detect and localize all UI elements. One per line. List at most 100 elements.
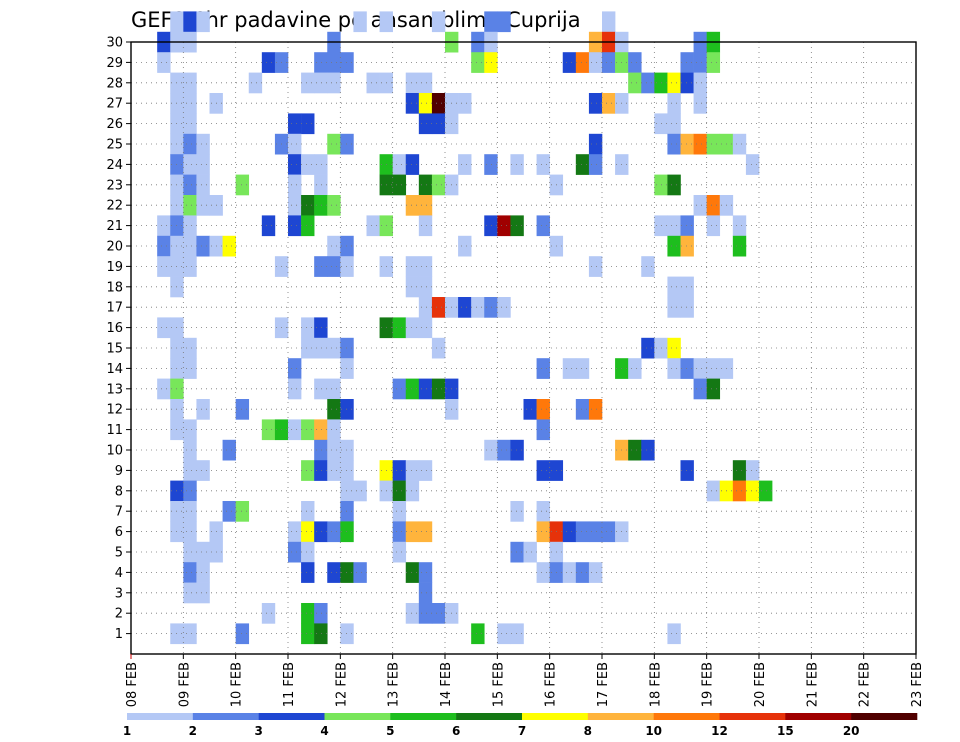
heat-cell	[340, 623, 354, 645]
heat-cell	[680, 276, 694, 298]
legend-label: 2	[189, 724, 197, 738]
y-tick-label: 5	[115, 546, 123, 561]
y-tick-label: 16	[106, 321, 123, 336]
heat-cell	[314, 460, 328, 481]
heat-cell	[602, 52, 616, 73]
heat-cell	[183, 256, 197, 277]
heat-cell	[706, 378, 721, 400]
legend-swatch	[192, 713, 259, 720]
heat-cell	[732, 215, 747, 237]
heat-cell	[575, 154, 590, 175]
heat-cell	[732, 460, 747, 481]
heat-cell	[732, 235, 747, 257]
heat-cell	[392, 378, 407, 400]
heat-cell	[261, 52, 276, 73]
heat-cell	[405, 480, 420, 502]
heat-cell	[183, 460, 197, 481]
heat-cell	[301, 215, 315, 237]
heat-cell	[706, 480, 721, 502]
y-tick-label: 28	[106, 76, 123, 91]
heat-cell	[314, 154, 328, 175]
heat-cell	[379, 11, 393, 33]
legend-swatch	[390, 713, 457, 720]
heat-cell	[235, 399, 250, 420]
heat-cell	[327, 399, 341, 420]
heat-cell	[484, 439, 498, 461]
y-tick-label: 4	[115, 566, 123, 581]
heat-cell	[588, 154, 603, 175]
heat-cell	[706, 358, 721, 379]
heat-cell	[340, 460, 354, 481]
heat-cell	[667, 623, 681, 645]
heat-cell	[340, 439, 354, 461]
heat-cell	[667, 215, 681, 237]
heat-cell	[628, 439, 642, 461]
heat-cell	[196, 133, 210, 155]
legend: 1 2 3 4 5 6 7 8 10 12 15 20	[123, 713, 918, 738]
heat-cell	[327, 72, 341, 94]
heat-cell	[405, 562, 420, 583]
heat-cell	[562, 521, 577, 543]
heat-cell	[575, 52, 590, 73]
heat-cell	[196, 562, 210, 583]
heat-cell	[497, 215, 511, 237]
heat-cell	[510, 215, 524, 237]
x-tick-label: 16 FEB	[544, 662, 559, 707]
heat-cell	[301, 337, 315, 359]
heat-cell	[327, 52, 341, 73]
heat-cell	[301, 419, 315, 441]
heat-cell	[693, 195, 707, 216]
legend-label: 3	[254, 724, 262, 738]
heat-cell	[222, 235, 236, 257]
heat-cell	[327, 235, 341, 257]
heat-cell	[588, 133, 603, 155]
legend-label: 5	[386, 724, 394, 738]
x-tick-label: 13 FEB	[387, 662, 402, 707]
heat-cell	[536, 562, 550, 583]
legend-label: 15	[777, 724, 794, 738]
y-tick-label: 7	[115, 505, 123, 520]
heat-cell	[471, 623, 485, 645]
heat-cell	[484, 11, 498, 33]
heat-cell	[183, 154, 197, 175]
x-axis: 08 FEB 09 FEB 10 FEB 11 FEB 12 FEB 13 FEB 14 F…	[125, 654, 925, 707]
heat-cell	[418, 195, 433, 216]
x-tick-label: 14 FEB	[439, 662, 454, 707]
heat-cell	[353, 480, 367, 502]
heat-cell	[471, 297, 485, 318]
heat-cell	[458, 297, 472, 318]
heat-cell	[759, 480, 773, 502]
heat-cell	[301, 521, 315, 543]
heat-cell	[183, 93, 197, 114]
heat-cell	[327, 419, 341, 441]
heat-cell	[196, 11, 210, 33]
heat-cell	[366, 72, 380, 94]
heat-cell	[418, 276, 433, 298]
heat-cell	[183, 11, 197, 33]
heat-cell	[680, 133, 694, 155]
heat-cell	[628, 72, 642, 94]
heat-cell	[183, 582, 197, 604]
heat-cell	[314, 603, 328, 624]
x-tick-label: 19 FEB	[701, 662, 716, 707]
y-tick-label: 8	[115, 484, 123, 499]
heat-cell	[497, 11, 511, 33]
heat-cell	[183, 195, 197, 216]
heat-cell	[484, 297, 498, 318]
x-tick-label: 08 FEB	[125, 662, 140, 707]
heat-cell	[418, 113, 433, 135]
x-tick-label: 11 FEB	[282, 662, 297, 707]
heat-cell	[314, 419, 328, 441]
heat-cell	[667, 72, 681, 94]
heat-cell	[458, 235, 472, 257]
heat-cell	[458, 154, 472, 175]
heat-cell	[301, 154, 315, 175]
cells-layer	[157, 11, 773, 645]
heat-cell	[418, 256, 433, 277]
y-tick-label: 3	[115, 586, 123, 601]
x-tick-label: 23 FEB	[910, 662, 925, 707]
heat-cell	[523, 399, 537, 420]
heat-cell	[301, 541, 315, 563]
heat-cell	[196, 582, 210, 604]
heat-cell	[405, 93, 420, 114]
